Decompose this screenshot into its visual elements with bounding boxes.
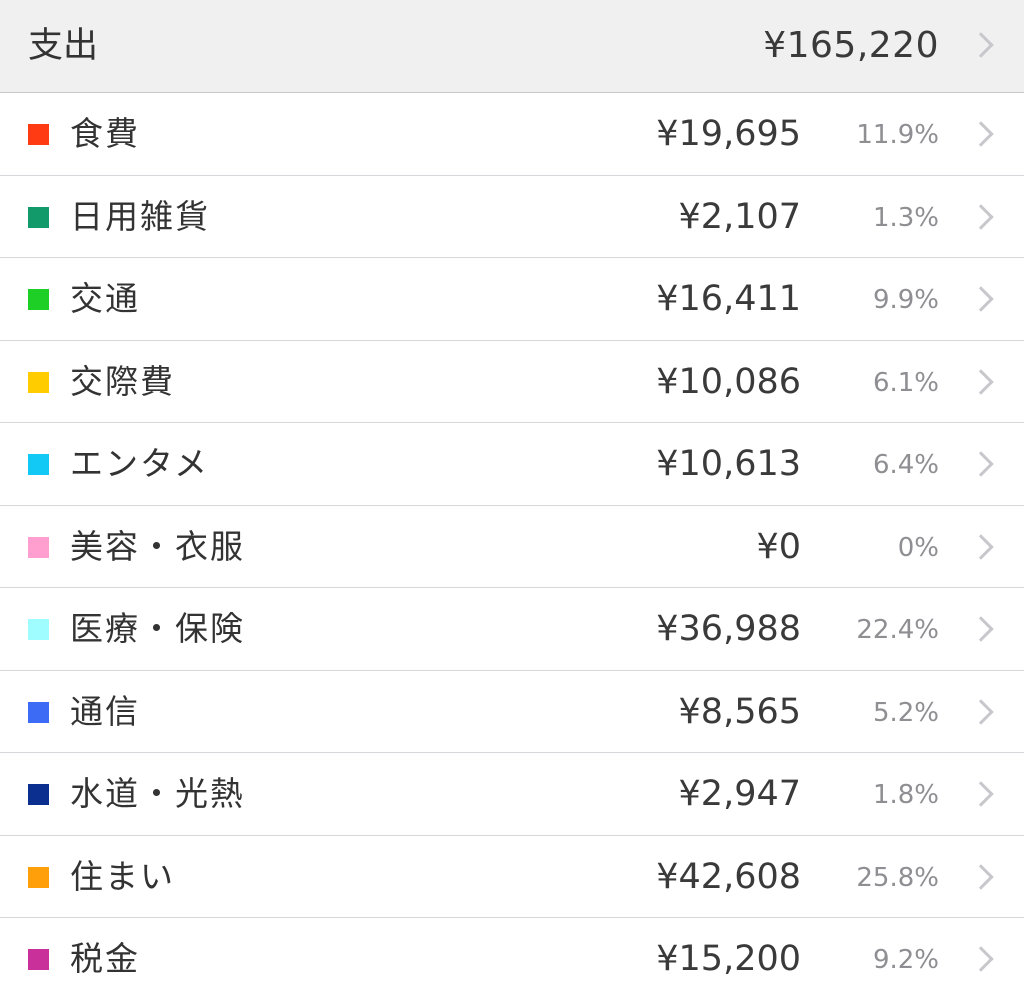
category-name: 税金 [70, 939, 140, 978]
category-amount: ¥10,086 [656, 361, 801, 402]
category-color-swatch [28, 371, 49, 393]
category-percentage: 1.8% [872, 780, 939, 810]
category-color-swatch [28, 701, 49, 723]
category-row-transport[interactable]: 交通 ¥16,411 9.9% [0, 258, 1024, 341]
category-name: 住まい [70, 856, 175, 896]
category-percentage: 11.9% [856, 120, 939, 150]
category-amount: ¥8,565 [678, 691, 801, 732]
category-row-medical-insurance[interactable]: 医療・保険 ¥36,988 22.4% [0, 588, 1024, 671]
chevron-right-icon [968, 533, 994, 560]
category-name: 医療・保険 [70, 609, 245, 648]
chevron-right-icon [968, 121, 994, 147]
category-amount: ¥15,200 [656, 939, 801, 979]
category-name: 通信 [70, 691, 140, 731]
category-row-tax[interactable]: 税金 ¥15,200 9.2% [0, 918, 1024, 997]
chevron-right-icon [968, 863, 994, 890]
expense-total-amount: ¥165,220 [763, 25, 939, 66]
category-percentage: 6.1% [872, 367, 939, 398]
chevron-right-icon [968, 451, 994, 477]
category-color-swatch [28, 866, 49, 888]
category-percentage: 9.2% [872, 945, 939, 975]
category-percentage: 1.3% [872, 202, 939, 233]
category-percentage: 5.2% [872, 697, 939, 728]
category-amount: ¥2,107 [678, 196, 801, 237]
category-name: 美容・衣服 [70, 526, 245, 566]
category-name: 食費 [70, 114, 140, 153]
category-color-swatch [28, 454, 49, 475]
category-row-food[interactable]: 食費 ¥19,695 11.9% [0, 93, 1024, 176]
category-color-swatch [28, 206, 49, 228]
category-amount: ¥36,988 [656, 609, 801, 649]
category-name: エンタメ [70, 444, 210, 483]
expense-title: 支出 [28, 26, 99, 66]
category-color-swatch [28, 536, 49, 558]
category-name: 日用雑貨 [70, 196, 210, 236]
category-row-entertainment[interactable]: エンタメ ¥10,613 6.4% [0, 423, 1024, 506]
category-amount: ¥2,947 [678, 774, 801, 814]
chevron-right-icon [968, 203, 994, 230]
category-amount: ¥42,608 [656, 856, 801, 897]
expense-total-header[interactable]: 支出 ¥165,220 [0, 0, 1024, 93]
category-color-swatch [28, 784, 49, 805]
chevron-right-icon [968, 286, 994, 312]
category-percentage: 25.8% [856, 862, 939, 893]
category-color-swatch [28, 124, 49, 145]
category-amount: ¥0 [756, 526, 801, 567]
category-row-communication[interactable]: 通信 ¥8,565 5.2% [0, 670, 1024, 753]
chevron-right-icon [968, 781, 994, 807]
category-color-swatch [28, 619, 49, 640]
chevron-right-icon [968, 616, 994, 642]
chevron-right-icon [968, 698, 994, 725]
chevron-right-icon [968, 946, 994, 972]
category-row-utilities[interactable]: 水道・光熱 ¥2,947 1.8% [0, 753, 1024, 836]
category-amount: ¥10,613 [656, 444, 801, 484]
category-amount: ¥16,411 [656, 279, 801, 319]
category-name: 交通 [70, 279, 140, 318]
category-name: 水道・光熱 [70, 774, 245, 813]
category-color-swatch [28, 949, 49, 970]
category-color-swatch [28, 289, 49, 310]
category-percentage: 22.4% [856, 615, 939, 645]
category-amount: ¥19,695 [656, 114, 801, 154]
category-row-housing[interactable]: 住まい ¥42,608 25.8% [0, 835, 1024, 918]
chevron-right-icon [968, 32, 994, 58]
category-name: 交際費 [70, 361, 175, 401]
category-row-social[interactable]: 交際費 ¥10,086 6.1% [0, 340, 1024, 423]
category-percentage: 6.4% [872, 450, 939, 480]
category-row-beauty-clothing[interactable]: 美容・衣服 ¥0 0% [0, 505, 1024, 588]
category-percentage: 0% [897, 532, 939, 563]
chevron-right-icon [968, 368, 994, 395]
category-row-daily-goods[interactable]: 日用雑貨 ¥2,107 1.3% [0, 175, 1024, 258]
category-percentage: 9.9% [872, 285, 939, 315]
